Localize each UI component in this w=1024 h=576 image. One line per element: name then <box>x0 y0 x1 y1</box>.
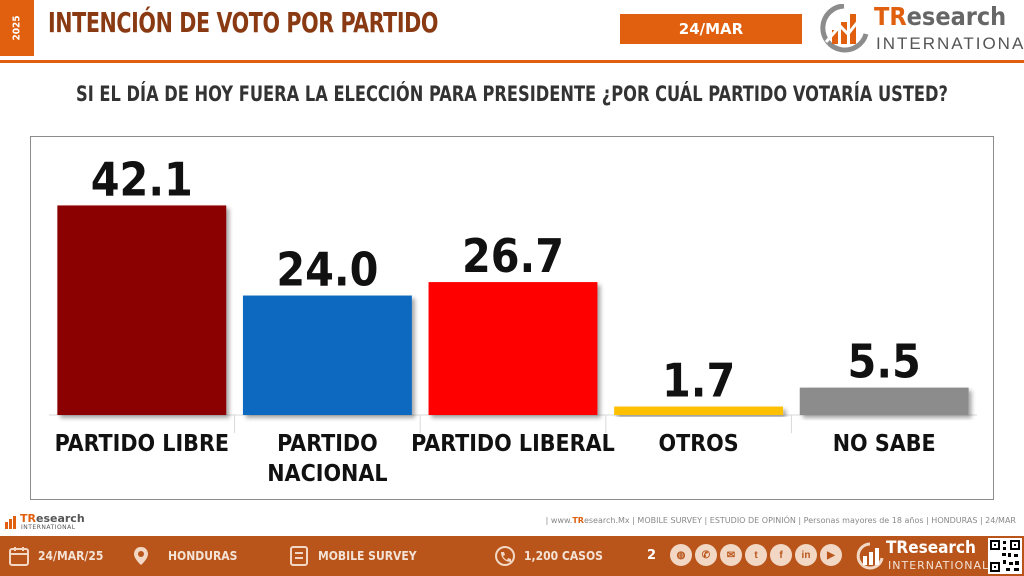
qr-code-icon <box>988 538 1022 574</box>
brand-mark-icon <box>5 516 16 529</box>
mail-icon[interactable]: ✉ <box>720 544 742 566</box>
bar-3 <box>614 406 784 415</box>
survey-question: SI EL DÍA DE HOY FUERA LA ELECCIÓN PARA … <box>76 82 948 106</box>
bar-0 <box>57 205 227 415</box>
footer-band <box>0 536 1024 576</box>
bar-1 <box>242 295 412 415</box>
footer-date: 24/MAR/25 <box>8 536 103 576</box>
map-pin-icon <box>134 547 148 565</box>
year-label: 2025 <box>11 15 23 41</box>
value-label-4: 5.5 <box>848 335 921 389</box>
value-label-1: 24.0 <box>276 243 378 297</box>
page-number: 2 <box>647 548 657 563</box>
footer-cases: 1,200 CASOS <box>494 536 603 576</box>
chart-frame: 42.1 PARTIDO LIBRE 24.0 PARTIDO NACIONAL 26.7… <box>30 136 994 500</box>
linkedin-icon[interactable]: in <box>795 544 817 566</box>
brand-logo: TResearch INTERNATIONAL <box>818 2 1024 56</box>
phone-survey-icon <box>495 546 515 566</box>
category-label-0-0: PARTIDO LIBRE <box>55 431 229 457</box>
header-rule <box>0 60 1024 63</box>
www-icon[interactable]: ◍ <box>670 544 692 566</box>
bar-2 <box>428 282 598 415</box>
year-tab: 2025 <box>0 0 34 56</box>
category-label-2-0: PARTIDO LIBERAL <box>411 431 615 457</box>
date-badge: 24/MAR <box>620 14 802 44</box>
brand-subtitle: INTERNATIONAL <box>876 34 1024 53</box>
page-title: INTENCIÓN DE VOTO POR PARTIDO <box>48 6 439 39</box>
youtube-icon[interactable]: ▶ <box>820 544 842 566</box>
category-label-4-0: NO SABE <box>833 431 936 457</box>
footer-brand-logo: TResearch INTERNATIONAL <box>856 538 988 576</box>
facebook-icon[interactable]: f <box>770 544 792 566</box>
brand-mark-icon <box>856 542 884 570</box>
footer-methodology-note: | www.TResearch.Mx | MOBILE SURVEY | EST… <box>545 516 1016 525</box>
footer-small-logo: TResearch INTERNATIONAL <box>4 512 85 534</box>
value-label-3: 1.7 <box>662 354 735 408</box>
brand-mark-icon <box>820 4 869 53</box>
brand-name: TResearch <box>874 2 1007 31</box>
survey-icon <box>290 546 308 566</box>
phone-icon[interactable]: ✆ <box>695 544 717 566</box>
twitter-icon[interactable]: t <box>745 544 767 566</box>
footer-method: MOBILE SURVEY <box>288 536 417 576</box>
value-label-0: 42.1 <box>91 152 193 206</box>
bar-chart: 42.1 PARTIDO LIBRE 24.0 PARTIDO NACIONAL 26.7… <box>49 152 977 487</box>
footer-country: HONDURAS <box>130 536 237 576</box>
category-label-1-1: NACIONAL <box>267 461 387 487</box>
calendar-icon <box>9 547 29 566</box>
category-label-1-0: PARTIDO <box>277 431 378 457</box>
social-links: ◍ ✆ ✉ t f in ▶ <box>670 544 842 566</box>
value-label-2: 26.7 <box>462 229 564 283</box>
bar-4 <box>799 387 969 415</box>
category-label-3-0: OTROS <box>659 431 739 457</box>
